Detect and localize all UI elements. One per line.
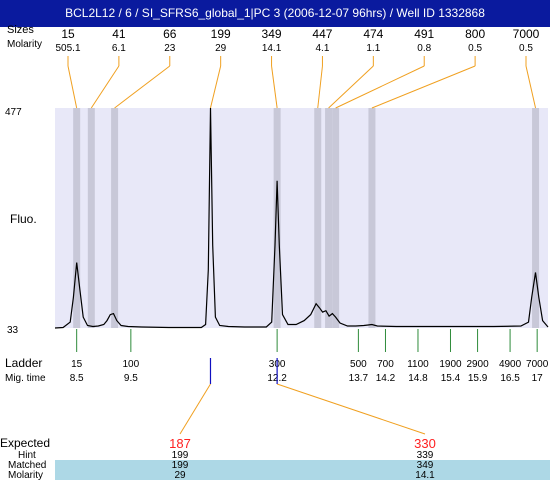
peak-band	[273, 108, 281, 328]
expected-row-label: Expected	[0, 436, 50, 450]
ladder-size-label: 500	[350, 359, 367, 370]
peak-band	[325, 108, 333, 328]
expected-connector-line	[179, 383, 211, 435]
ladder-time-label: 16.5	[500, 373, 520, 384]
peak-band	[532, 108, 540, 328]
ladder-time-label: 8.5	[70, 373, 84, 384]
y-min-label: 33	[7, 325, 19, 336]
bottom-molarity-row-label: Molarity	[8, 470, 43, 480]
ladder-time-label: 13.7	[349, 373, 369, 384]
ladder-time-label: 9.5	[124, 373, 138, 384]
peak-band	[314, 108, 322, 328]
migtime-row-label: Mig. time	[5, 373, 46, 384]
ladder-time-label: 14.2	[376, 373, 396, 384]
peak-band	[87, 108, 95, 328]
y-max-label: 477	[5, 107, 22, 118]
peak-molarity-label: 0.8	[417, 43, 431, 54]
peak-molarity-label: 0.5	[519, 43, 533, 54]
peak-size-label: 15	[61, 27, 75, 41]
ladder-size-label: 100	[123, 359, 140, 370]
matched-value: 199	[172, 460, 189, 471]
peak-molarity-label: 14.1	[262, 43, 282, 54]
peak-size-label: 447	[312, 27, 332, 41]
peak-molarity-label: 29	[215, 43, 227, 54]
peak-connector-line	[371, 65, 476, 109]
expected-connector-line	[276, 383, 426, 435]
ladder-size-label: 7000	[526, 359, 549, 370]
peak-molarity-label: 0.5	[468, 43, 482, 54]
peak-size-label: 41	[112, 27, 126, 41]
ladder-time-label: 17	[532, 373, 544, 384]
ladder-time-label: 15.9	[468, 373, 488, 384]
peak-connector-line	[335, 65, 425, 109]
peak-band	[111, 108, 119, 328]
peak-band	[332, 108, 340, 328]
peak-size-label: 199	[211, 27, 231, 41]
peak-molarity-label: 23	[164, 43, 176, 54]
hint-value: 339	[417, 450, 434, 461]
matched-row-label: Matched	[8, 460, 46, 471]
peak-connector-line	[90, 65, 120, 109]
chart-title: BCL2L12 / 6 / SI_SFRS6_global_1|PC 3 (20…	[0, 0, 550, 27]
ladder-time-label: 14.8	[408, 373, 428, 384]
hint-row-label: Hint	[18, 450, 36, 461]
ladder-size-label: 15	[71, 359, 83, 370]
peak-band	[73, 108, 81, 328]
ladder-size-label: 2900	[466, 359, 489, 370]
peak-size-label: 474	[363, 27, 383, 41]
peak-connector-line	[317, 65, 323, 109]
top-molarity-row-label: Molarity	[7, 39, 42, 50]
molarity-row-background	[55, 470, 550, 480]
peak-size-label: 491	[414, 27, 434, 41]
plot-area	[55, 108, 548, 328]
peak-connector-line	[525, 65, 537, 109]
y-axis-label: Fluo.	[10, 212, 37, 226]
ladder-size-label: 1900	[439, 359, 462, 370]
peak-connector-line	[209, 65, 222, 109]
peak-size-label: 66	[163, 27, 177, 41]
ladder-size-label: 1100	[407, 359, 429, 370]
peak-connector-line	[67, 65, 78, 109]
peak-connector-line	[328, 65, 374, 109]
ladder-time-label: 15.4	[441, 373, 461, 384]
peak-molarity-label: 1.1	[366, 43, 380, 54]
peak-connector-line	[114, 65, 171, 109]
peak-molarity-label: 4.1	[315, 43, 329, 54]
peak-molarity-label: 505.1	[55, 43, 80, 54]
peak-size-label: 7000	[513, 27, 540, 41]
matched-molarity-value: 14.1	[415, 470, 435, 480]
ladder-row-label: Ladder	[5, 356, 42, 370]
matched-molarity-value: 29	[174, 470, 186, 480]
peak-connector-line	[271, 65, 278, 109]
ladder-size-label: 4900	[499, 359, 522, 370]
fluorescence-trace	[54, 107, 549, 329]
expected-size-label: 187	[169, 436, 191, 451]
ladder-size-label: 700	[377, 359, 394, 370]
peak-size-label: 349	[262, 27, 282, 41]
peak-molarity-label: 6.1	[112, 43, 126, 54]
peak-band	[368, 108, 376, 328]
matched-value: 349	[417, 460, 434, 471]
peak-size-label: 800	[465, 27, 485, 41]
hint-value: 199	[172, 450, 189, 461]
matched-row-background	[55, 460, 550, 470]
sizes-row-label: Sizes	[7, 24, 34, 36]
expected-size-label: 330	[414, 436, 436, 451]
